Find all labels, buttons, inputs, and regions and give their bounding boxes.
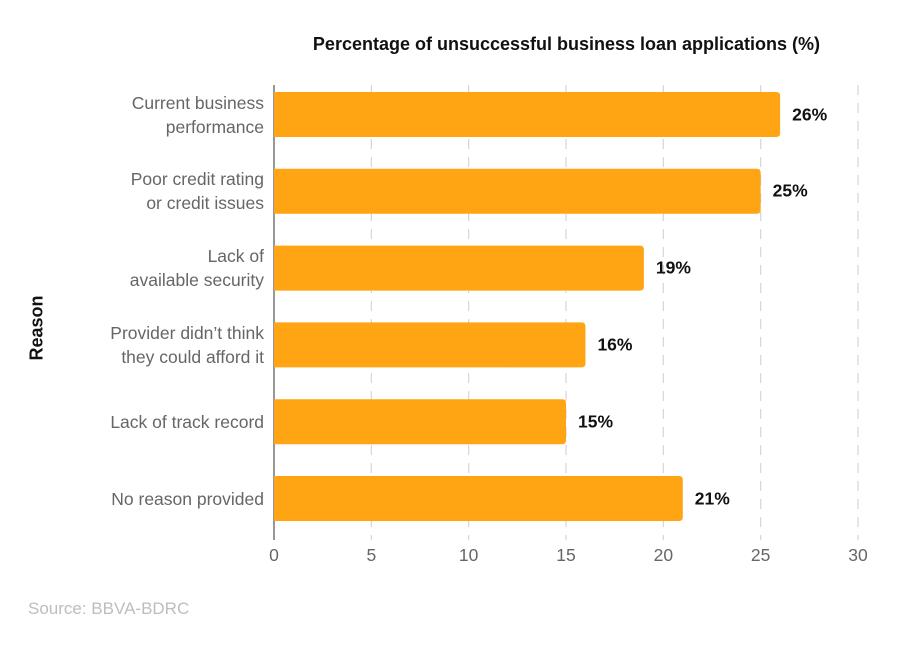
category-label: Lack of available security [24,244,264,292]
data-label: 26% [792,104,828,124]
bar [274,322,586,368]
category-label-line: or credit issues [146,193,264,214]
x-tick-label: 20 [653,545,674,565]
category-label-line: performance [165,116,264,137]
category-label-line: Poor credit rating [130,169,264,190]
chart-title: Percentage of unsuccessful business loan… [312,34,821,54]
category-label-line: they could afford it [121,346,264,367]
x-tick-label: 0 [269,545,279,565]
bar [274,399,566,445]
data-label: 16% [597,334,633,355]
data-label: 25% [772,180,808,201]
category-label-line: Current business [131,92,264,113]
x-tick-label: 25 [750,545,771,565]
category-label: Provider didn’t think they could afford i… [24,321,264,369]
x-tick-label: 10 [458,545,479,565]
source-note: Source: BBVA-BDRC [28,599,190,618]
category-label: Current business performance [24,91,264,139]
bar [274,245,644,291]
bar [274,92,781,137]
data-label: 19% [655,257,691,278]
category-label: Lack of track record [24,410,264,434]
bar [274,168,761,214]
bar [274,476,683,521]
data-label: 21% [694,488,730,508]
category-label-line: Provider didn’t think [110,322,264,343]
category-label: Poor credit rating or credit issues [24,167,264,215]
x-tick-label: 30 [848,545,868,565]
category-label-line: Lack of [207,246,264,267]
x-tick-label: 5 [366,545,377,565]
x-tick-label: 15 [556,545,576,565]
category-label-line: No reason provided [111,488,264,509]
category-label: No reason provided [24,487,264,511]
category-label-line: available security [129,270,264,291]
category-label-line: Lack of track record [110,411,264,432]
data-label: 15% [578,411,614,432]
